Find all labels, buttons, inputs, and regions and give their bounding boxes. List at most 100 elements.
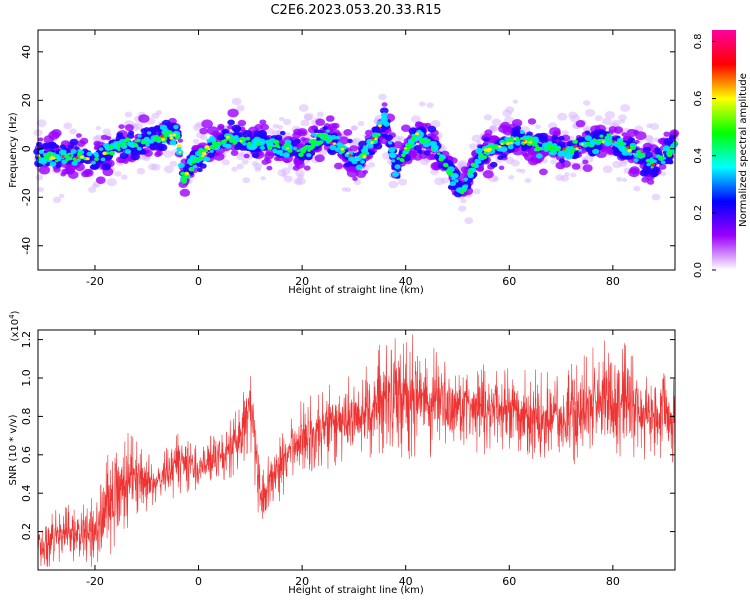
spectral-blob — [335, 135, 341, 140]
spectral-blob — [155, 144, 164, 151]
spectral-blob — [512, 146, 524, 156]
spectral-blob — [251, 138, 258, 144]
spectral-blob — [273, 139, 280, 145]
spectral-blob — [95, 176, 106, 184]
spectral-blob — [599, 134, 604, 138]
spectral-blob — [551, 150, 555, 153]
spectral-blob — [283, 158, 290, 164]
spectral-blob — [237, 119, 247, 127]
spectral-blob — [217, 125, 225, 131]
spectral-blob — [340, 147, 345, 151]
spectral-blob — [568, 135, 575, 141]
spectral-blob — [539, 168, 548, 176]
spectral-blob — [39, 150, 44, 154]
spectral-blob — [648, 169, 658, 177]
spectral-blob — [513, 138, 517, 141]
spectral-blob — [238, 144, 248, 151]
spectral-blob — [201, 155, 205, 158]
spectrogram-panel: -20 0 20 40 60 80 -40 -20 0 20 40 Height of straig… — [8, 29, 680, 296]
spectral-blob — [564, 172, 570, 177]
spectral-blob — [454, 179, 459, 183]
spectral-blob — [300, 119, 310, 127]
spectral-blob — [346, 168, 359, 178]
spectral-blob — [264, 151, 275, 160]
colorbar-ticks: 0.0 0.2 0.4 0.6 0.8 — [693, 33, 716, 278]
spectral-blob — [557, 112, 568, 121]
colorbar-tick-label: 0.6 — [693, 91, 704, 107]
spectral-blob — [138, 114, 150, 123]
spectral-blob — [327, 123, 338, 131]
spectral-blob — [499, 146, 508, 153]
spectrogram-frame — [37, 29, 676, 271]
spectrogram-xtick-label: 80 — [606, 275, 620, 288]
spectral-blob — [596, 129, 607, 137]
spectral-blob — [376, 120, 383, 126]
spectral-blob — [307, 148, 311, 152]
spectral-blob — [164, 130, 169, 135]
spectral-blob — [86, 151, 93, 157]
colorbar-tick-label: 0.8 — [693, 33, 704, 49]
spectral-blob — [551, 134, 559, 141]
spectral-blob — [663, 131, 671, 137]
spectral-blob — [315, 118, 326, 126]
spectral-blob — [620, 104, 631, 112]
spectral-blob — [296, 149, 301, 153]
spectral-blob — [492, 176, 499, 182]
spectral-blob — [254, 124, 263, 131]
spectral-blob — [227, 108, 239, 118]
spectral-blob — [508, 136, 513, 140]
spectral-blob — [626, 146, 630, 149]
spectral-blob — [426, 102, 434, 108]
spectral-blob — [100, 134, 108, 140]
spectral-blob — [283, 118, 292, 126]
spectral-blob — [221, 159, 230, 166]
snr-xtick-label: -20 — [86, 575, 104, 588]
spectral-blob — [119, 152, 129, 160]
snr-ytick-label: 0.4 — [20, 484, 33, 502]
spectral-blob — [113, 141, 118, 145]
spectral-blob — [568, 148, 575, 154]
colorbar-gradient — [712, 30, 736, 270]
spectral-blob — [103, 143, 110, 149]
snr-frame — [37, 329, 676, 571]
spectral-blob — [35, 174, 44, 181]
spectral-blob — [482, 170, 494, 179]
spectral-blob — [98, 147, 104, 151]
spectral-blob — [311, 132, 316, 136]
spectral-blob — [612, 140, 615, 143]
spectral-blob — [199, 163, 207, 169]
spectral-blob — [430, 120, 441, 128]
snr-xtick-label: 60 — [502, 575, 516, 588]
snr-xtick-label: 0 — [195, 575, 202, 588]
spectral-blob — [50, 155, 54, 159]
spectral-blob — [260, 123, 269, 131]
spectral-blob — [169, 139, 177, 146]
spectral-blob — [314, 154, 325, 163]
spectral-blob — [357, 120, 365, 127]
spectral-blob — [491, 135, 499, 141]
spectrogram-signal — [33, 93, 680, 225]
snr-series-line — [38, 334, 675, 567]
spectral-blob — [106, 178, 117, 187]
spectral-blob — [293, 178, 303, 185]
spectral-blob — [384, 134, 393, 141]
colorbar-tick-label: 0.4 — [693, 148, 704, 164]
spectral-blob — [37, 187, 44, 193]
spectrogram-ytick-label: -40 — [20, 237, 33, 255]
spectral-blob — [231, 97, 242, 106]
spectral-blob — [232, 141, 238, 145]
spectral-blob — [306, 153, 312, 158]
snr-ytick-label: 1.2 — [20, 331, 33, 349]
spectral-blob — [392, 171, 399, 178]
spectral-blob — [380, 107, 389, 114]
spectral-blob — [43, 135, 55, 144]
spectral-blob — [642, 146, 651, 153]
spectral-blob — [194, 156, 200, 161]
spectral-blob — [381, 120, 388, 125]
spectral-blob — [370, 141, 374, 144]
spectral-blob — [316, 132, 323, 138]
spectral-blob — [60, 149, 67, 155]
spectral-blob — [619, 141, 625, 146]
spectral-blob — [605, 134, 613, 140]
spectral-blob — [659, 155, 664, 159]
